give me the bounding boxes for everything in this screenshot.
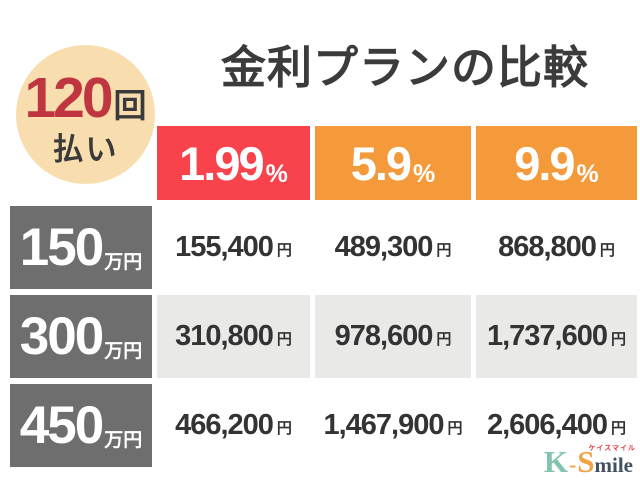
- amount-value: 150: [19, 218, 104, 277]
- rate-unit: %: [265, 160, 288, 188]
- payment-unit: 円: [276, 242, 292, 259]
- amount-unit: 万円: [104, 430, 143, 451]
- payment-unit: 円: [599, 242, 615, 259]
- payment-value: 310,800: [175, 320, 274, 352]
- payment-cell-450-9-9: 2,606,400 円: [476, 384, 637, 467]
- logo-mile: mile ケイスマイル: [589, 445, 635, 477]
- payment-unit: 円: [276, 331, 292, 348]
- rate-unit: %: [413, 160, 436, 188]
- payment-value: 978,600: [334, 320, 434, 352]
- payment-value: 868,800: [498, 231, 597, 263]
- rate-header-9-9: 9.9 %: [476, 126, 637, 200]
- payment-value: 1,467,900: [323, 409, 444, 441]
- rate-unit: %: [576, 160, 599, 188]
- amount-row-header-150: 150 万円: [10, 206, 152, 289]
- payment-unit: 円: [436, 331, 452, 348]
- payment-cell-150-9-9: 868,800 円: [476, 206, 637, 289]
- rate-value: 9.9: [514, 136, 575, 190]
- payment-unit: 円: [611, 420, 627, 437]
- payment-count-badge: 120 回 払い: [16, 45, 155, 184]
- payment-value: 155,400: [175, 231, 274, 263]
- logo-hyphen: -: [568, 452, 577, 477]
- payment-value: 489,300: [334, 231, 434, 263]
- amount-value: 300: [19, 307, 104, 366]
- payment-value: 1,737,600: [486, 320, 608, 352]
- payment-cell-150-5-9: 489,300 円: [315, 206, 471, 289]
- badge-count: 120: [24, 66, 113, 130]
- page-title: 金利プランの比較: [220, 42, 589, 93]
- amount-row-header-450: 450 万円: [10, 384, 152, 467]
- comparison-table: 1.99 % 5.9 % 9.9 % 150 万円 155,400 円 489,…: [10, 126, 637, 467]
- rate-value: 1.99: [179, 136, 264, 190]
- amount-value: 450: [19, 396, 104, 455]
- ksmile-logo: K - S mile ケイスマイル: [543, 444, 635, 479]
- payment-cell-150-1-99: 155,400 円: [157, 206, 310, 289]
- rate-value: 5.9: [350, 136, 412, 190]
- badge-label: 払い: [52, 132, 119, 167]
- payment-unit: 円: [447, 420, 463, 437]
- payment-value: 466,200: [175, 409, 274, 441]
- logo-mile-text: mile: [594, 453, 633, 477]
- badge-count-line: 120 回: [24, 70, 146, 127]
- payment-unit: 円: [611, 331, 627, 348]
- payment-cell-450-5-9: 1,467,900 円: [315, 384, 471, 467]
- amount-unit: 万円: [104, 341, 143, 362]
- payment-cell-300-9-9: 1,737,600 円: [476, 295, 637, 378]
- table-corner-spacer: [10, 126, 152, 200]
- rate-header-1-99: 1.99 %: [157, 126, 310, 200]
- logo-letter-k: K: [543, 444, 568, 479]
- payment-unit: 円: [436, 242, 452, 259]
- rate-header-5-9: 5.9 %: [315, 126, 471, 200]
- payment-unit: 円: [276, 420, 292, 437]
- amount-unit: 万円: [104, 252, 143, 273]
- amount-row-header-300: 300 万円: [10, 295, 152, 378]
- payment-cell-450-1-99: 466,200 円: [157, 384, 310, 467]
- payment-value: 2,606,400: [486, 409, 608, 441]
- logo-letter-s: S: [577, 444, 595, 479]
- payment-cell-300-5-9: 978,600 円: [315, 295, 471, 378]
- badge-count-unit: 回: [113, 87, 147, 124]
- logo-kana-label: ケイスマイル: [588, 445, 636, 452]
- payment-cell-300-1-99: 310,800 円: [157, 295, 310, 378]
